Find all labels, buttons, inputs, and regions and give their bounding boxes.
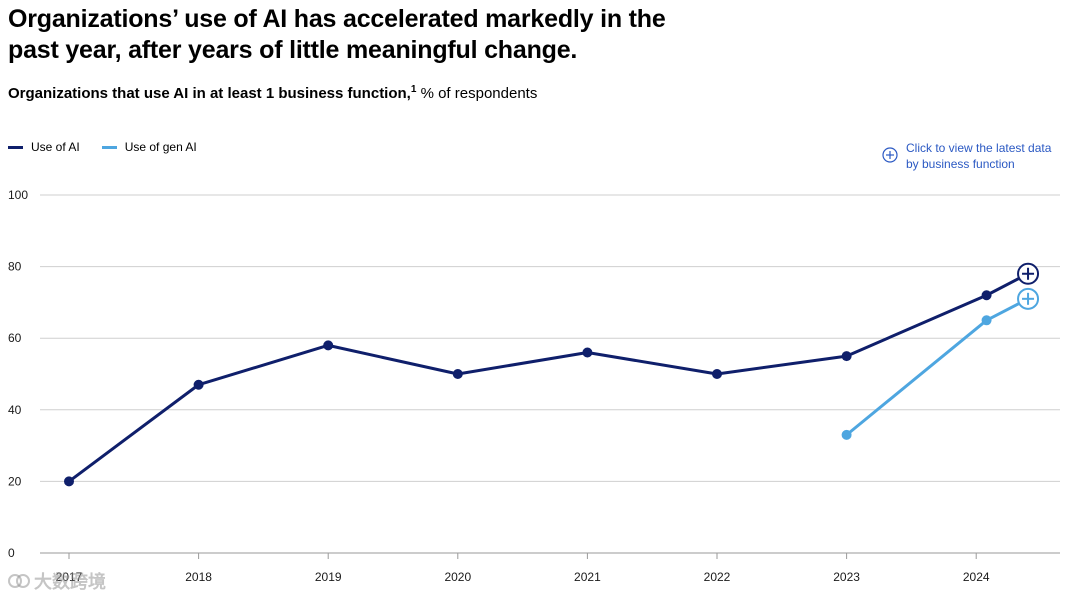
legend-item-use-of-ai: Use of AI [8,140,80,154]
y-tick-label-100: 100 [8,188,28,202]
x-tick-label-2023: 2023 [833,570,860,584]
subtitle-unit: % of respondents [416,85,538,102]
x-tick-label-2021: 2021 [574,570,601,584]
x-tick-label-2020: 2020 [444,570,471,584]
data-point-use-of-ai-1 [193,379,204,390]
chart-headline: Organizations’ use of AI has accelerated… [8,5,666,64]
watermark: 大数跨境 [8,568,106,594]
legend-label-use-of-gen-ai: Use of gen AI [124,140,197,154]
data-point-use-of-ai-4 [582,347,593,358]
data-point-use-of-ai-7 [981,290,992,301]
data-point-use-of-ai-6 [841,351,852,362]
x-tick-label-2017: 2017 [56,570,83,584]
data-point-use-of-gen-ai-1 [981,315,992,326]
x-tick-label-2024: 2024 [963,570,990,584]
circle-plus-icon [882,147,898,163]
data-point-use-of-ai-5 [712,369,722,379]
legend-swatch-use-of-ai [8,145,23,149]
data-point-use-of-ai-2 [323,340,334,351]
data-point-use-of-gen-ai-0 [841,429,852,440]
legend-label-use-of-ai: Use of AI [31,140,80,154]
y-tick-label-0: 0 [8,546,15,560]
data-point-use-of-ai-0 [64,476,74,487]
y-tick-label-60: 60 [8,331,22,345]
footnote-marker[interactable]: 1 [410,84,417,95]
subtitle-title: Organizations that use AI in at least 1 … [8,85,411,102]
cta-label[interactable]: Click to view the latest data by busines… [906,141,1052,171]
legend-swatch-use-of-gen-ai [101,145,117,149]
watermark-logo-icon [8,574,30,588]
expand-marker-use-of-ai[interactable] [1017,262,1040,285]
series-line-use-of-ai [67,272,1030,483]
x-tick-label-2022: 2022 [704,570,731,584]
legend-item-use-of-gen-ai: Use of gen AI [101,140,197,154]
watermark-text: 大数跨境 [34,572,106,592]
x-tick-label-2019: 2019 [315,570,342,584]
y-tick-label-80: 80 [8,260,22,274]
view-by-business-function-link[interactable]: Click to view the latest data by busines… [882,140,1058,172]
expand-marker-use-of-gen-ai[interactable] [1017,287,1040,310]
chart-legend: Use of AI Use of gen AI [8,140,197,154]
chart-subtitle: Organizations that use AI in at least 1 … [8,84,537,104]
data-point-use-of-ai-3 [452,369,463,379]
series-line-use-of-gen-ai [845,297,1030,437]
y-tick-label-40: 40 [8,403,22,417]
x-tick-label-2018: 2018 [185,570,212,584]
y-tick-label-20: 20 [8,474,22,488]
